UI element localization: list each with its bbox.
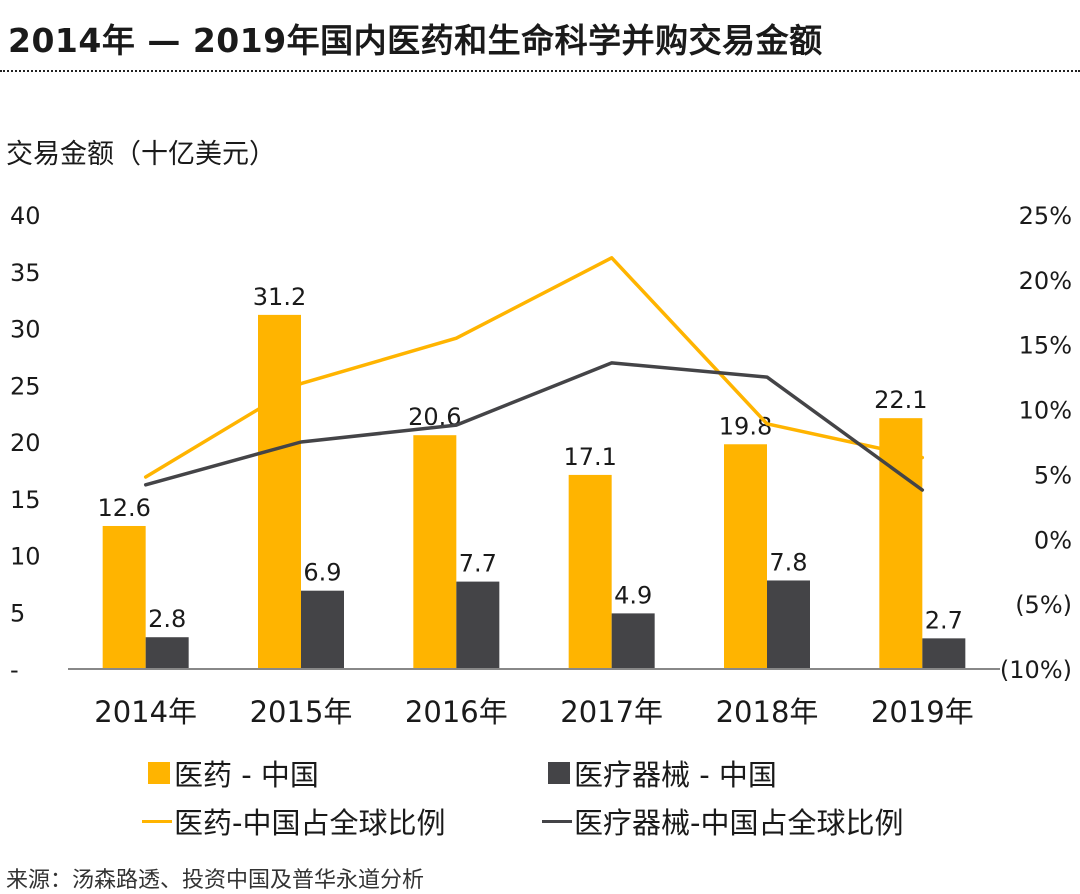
bar-pharma — [879, 418, 923, 669]
y-tick-label: 15 — [10, 486, 41, 514]
y-tick-label: 25 — [10, 372, 41, 400]
y2-tick-label: 20% — [1019, 267, 1072, 295]
y-tick-label: - — [10, 656, 19, 684]
bar-device — [767, 580, 810, 669]
x-tick-label: 2017年 — [560, 695, 663, 729]
page-title: 2014年 — 2019年国内医药和生命科学并购交易金额 — [8, 21, 823, 60]
line-device-share — [143, 361, 925, 492]
y-tick-label: 35 — [10, 259, 41, 287]
y2-tick-label: 25% — [1019, 202, 1072, 230]
data-label-pharma: 19.8 — [719, 412, 772, 440]
y2-tick-label: (5%) — [1015, 591, 1072, 619]
x-tick-label: 2016年 — [405, 695, 508, 729]
bar-pharma — [413, 435, 457, 669]
data-label-pharma: 22.1 — [874, 386, 927, 414]
y-tick-label: 20 — [10, 429, 41, 457]
data-label-pharma: 31.2 — [253, 283, 306, 311]
data-label-pharma: 17.1 — [563, 443, 616, 471]
source-note: 来源：汤森路透、投资中国及普华永道分析 — [6, 868, 425, 893]
y2-tick-label: 0% — [1034, 526, 1072, 554]
data-label-device: 6.9 — [303, 559, 341, 587]
data-label-device: 7.7 — [459, 550, 497, 578]
x-tick-label: 2014年 — [94, 695, 197, 729]
data-label-device: 4.9 — [614, 581, 652, 609]
data-label-device: 2.8 — [148, 605, 186, 633]
x-tick-label: 2015年 — [250, 695, 353, 729]
y2-tick-label: 10% — [1019, 397, 1072, 425]
line-pharma-share — [143, 256, 925, 479]
y2-tick-label: 5% — [1034, 461, 1072, 489]
y-tick-label: 10 — [10, 543, 41, 571]
x-tick-label: 2018年 — [716, 695, 819, 729]
bar-device — [611, 613, 655, 669]
x-tick-label: 2019年 — [871, 695, 974, 729]
title-divider — [0, 70, 1080, 72]
y-tick-label: 40 — [10, 202, 41, 230]
y2-tick-label: (10%) — [1000, 656, 1072, 684]
data-label-device: 2.7 — [925, 606, 963, 634]
y-axis-title: 交易金额（十亿美元） — [6, 139, 276, 170]
bar-pharma — [724, 444, 767, 669]
bar-pharma — [258, 314, 301, 669]
data-label-pharma: 12.6 — [97, 494, 150, 522]
bar-device — [922, 638, 966, 669]
bar-device — [145, 637, 189, 669]
y-tick-label: 30 — [10, 316, 41, 344]
y-tick-label: 5 — [10, 599, 25, 627]
y2-tick-label: 15% — [1019, 332, 1072, 360]
bar-pharma — [102, 525, 146, 669]
bar-device — [456, 581, 500, 669]
bar-pharma — [568, 474, 612, 669]
bar-device — [301, 590, 344, 669]
data-label-device: 7.8 — [769, 548, 807, 576]
